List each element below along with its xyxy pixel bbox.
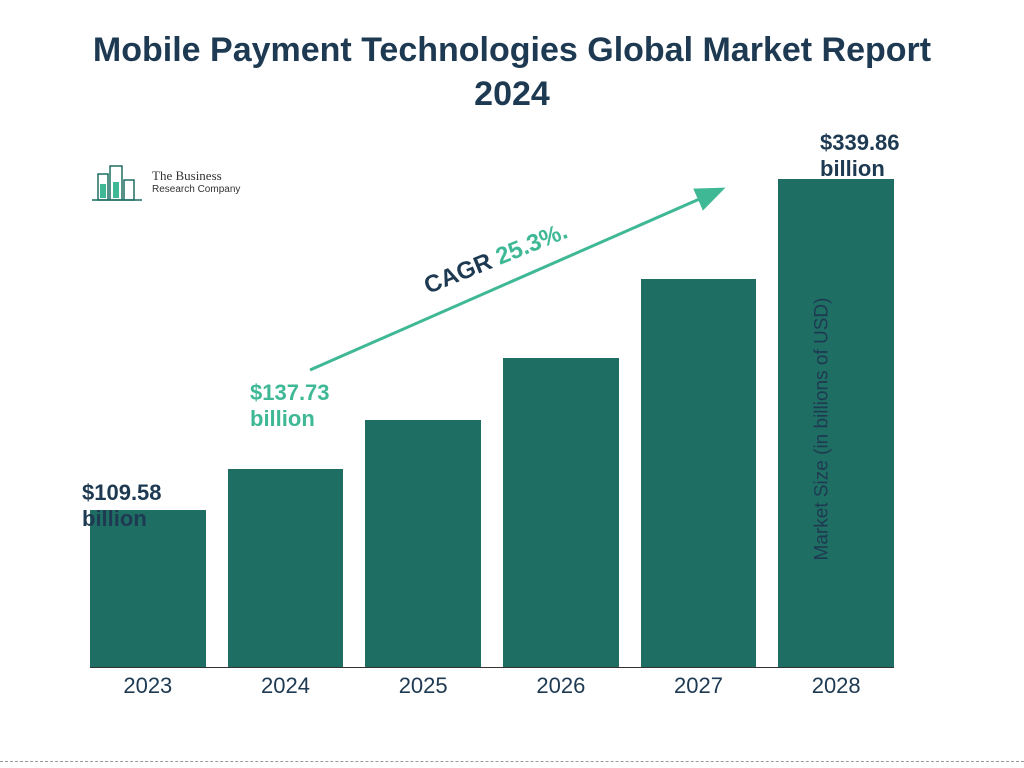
bar-wrapper: 2028: [778, 150, 894, 667]
x-tick-label: 2027: [674, 673, 723, 699]
bar: [90, 510, 206, 667]
chart-area: 202320242025202620272028 Market Size (in…: [90, 150, 944, 708]
bar-wrapper: 2027: [641, 150, 757, 667]
x-tick-label: 2024: [261, 673, 310, 699]
x-tick-label: 2025: [399, 673, 448, 699]
x-tick-label: 2023: [123, 673, 172, 699]
bars-container: 202320242025202620272028: [90, 150, 894, 668]
x-tick-label: 2028: [812, 673, 861, 699]
bar: [778, 179, 894, 667]
bottom-divider: [0, 761, 1024, 762]
bar: [641, 279, 757, 667]
value-label: $339.86 billion: [820, 130, 940, 183]
value-label: $137.73 billion: [250, 380, 370, 433]
chart-title: Mobile Payment Technologies Global Marke…: [0, 28, 1024, 116]
bar-wrapper: 2025: [365, 150, 481, 667]
x-tick-label: 2026: [536, 673, 585, 699]
bar-wrapper: 2023: [90, 150, 206, 667]
bar: [503, 358, 619, 667]
bar: [365, 420, 481, 667]
value-label: $109.58 billion: [82, 480, 202, 533]
y-axis-label: Market Size (in billions of USD): [812, 298, 834, 561]
bar: [228, 469, 344, 667]
